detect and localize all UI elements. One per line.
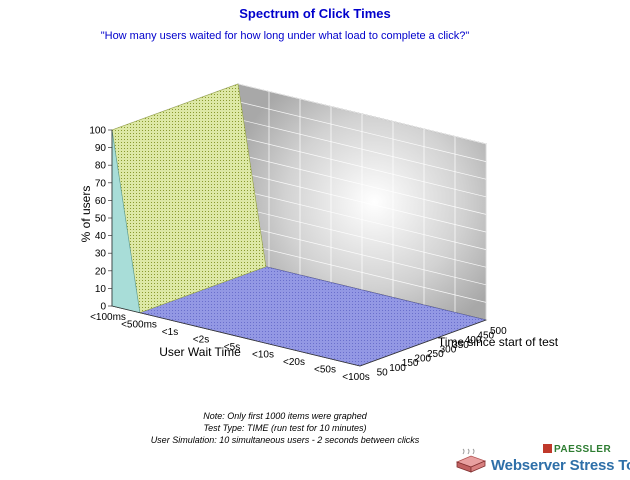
z-tick-label: 10 — [95, 284, 107, 295]
product-name: Webserver Stress Tool — [491, 457, 630, 474]
wait-tick-label: <100s — [342, 372, 370, 383]
z-tick-label: 70 — [95, 178, 107, 189]
z-tick-label: 20 — [95, 266, 107, 277]
wait-tick-label: <20s — [283, 357, 305, 368]
chart-notes: Note: Only first 1000 items were graphed… — [90, 410, 480, 446]
z-tick-label: 60 — [95, 196, 107, 207]
z-axis-title: % of users — [79, 186, 93, 243]
time-tick-label: 150 — [402, 358, 419, 369]
wait-tick-label: <2s — [193, 335, 209, 346]
brand-mark-icon — [543, 444, 552, 453]
time-axis-line — [359, 319, 487, 367]
z-tick-label: 100 — [89, 126, 106, 137]
time-axis-title: Time since start of test — [438, 335, 559, 349]
time-tick-label: 200 — [414, 354, 431, 365]
wait-tick-label: <5s — [224, 342, 240, 353]
wait-tick-label: <50s — [314, 365, 336, 376]
time-tick-label: 100 — [389, 363, 406, 374]
time-tick-label: 500 — [490, 326, 507, 337]
note-line: Test Type: TIME (run test for 10 minutes… — [203, 423, 367, 433]
z-tick-label: 30 — [95, 249, 107, 260]
z-tick-label: 80 — [95, 161, 107, 172]
time-tick-label: 50 — [377, 367, 389, 378]
wait-tick-label: <100ms — [90, 312, 126, 323]
time-tick-label: 350 — [452, 340, 469, 351]
time-tick-label: 250 — [427, 349, 444, 360]
server-rack-icon — [455, 448, 487, 473]
chart-subtitle: "How many users waited for how long unde… — [100, 30, 470, 42]
chart-title: Spectrum of Click Times — [239, 6, 391, 21]
product-logo: PAESSLER Webserver Stress Tool — [455, 444, 630, 478]
time-tick-label: 450 — [477, 331, 494, 342]
time-tick-label: 300 — [440, 344, 457, 355]
z-tick-label: 0 — [100, 302, 106, 313]
wait-tick-label: <1s — [162, 327, 178, 338]
z-tick-label: 40 — [95, 231, 107, 242]
z-tick-label: 50 — [95, 214, 107, 225]
brand-name: PAESSLER — [543, 444, 611, 455]
note-line: Note: Only first 1000 items were graphed — [203, 411, 367, 421]
z-tick-label: 90 — [95, 143, 107, 154]
wait-axis-line — [111, 305, 361, 367]
wait-axis-title: User Wait Time — [159, 345, 241, 359]
wait-tick-label: <10s — [252, 350, 274, 361]
wait-tick-label: <500ms — [121, 320, 157, 331]
time-tick-label: 400 — [465, 335, 482, 346]
note-line: User Simulation: 10 simultaneous users -… — [150, 435, 420, 445]
